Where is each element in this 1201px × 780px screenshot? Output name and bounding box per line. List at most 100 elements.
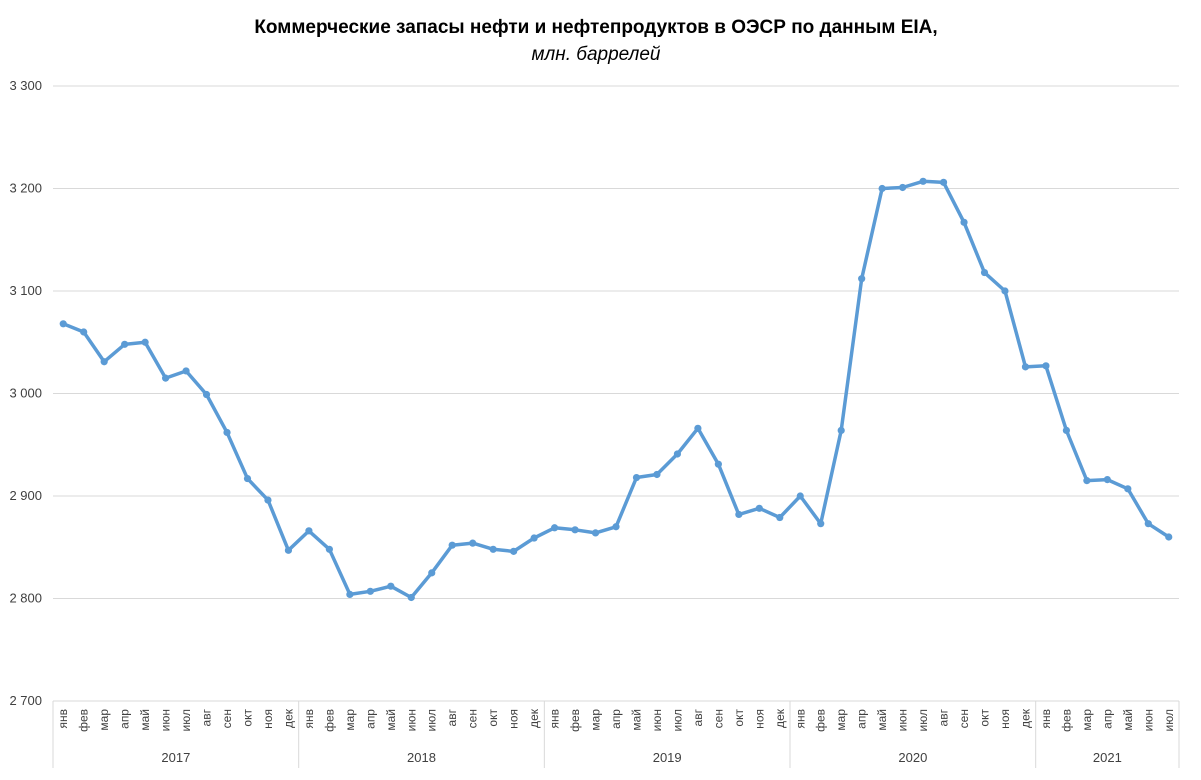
x-tick-label: дек xyxy=(1018,708,1032,728)
x-tick-label: янв xyxy=(793,709,807,729)
x-tick-label: авг xyxy=(691,708,705,726)
x-tick-label: июн xyxy=(404,709,418,731)
data-point xyxy=(1144,520,1152,528)
x-tick-label: фев xyxy=(568,709,582,732)
data-point xyxy=(1165,533,1173,541)
x-tick-label: май xyxy=(1121,709,1135,731)
x-tick-label: фев xyxy=(77,709,91,732)
x-tick-label: ноя xyxy=(752,709,766,729)
year-label: 2021 xyxy=(1093,750,1122,765)
data-point xyxy=(1124,485,1132,493)
data-point xyxy=(202,390,211,399)
series-path xyxy=(61,179,1171,600)
x-tick-label: фев xyxy=(814,709,828,732)
x-tick-label: апр xyxy=(118,709,132,729)
data-point xyxy=(407,593,415,602)
x-tick-label: окт xyxy=(486,709,500,727)
data-point xyxy=(1001,287,1009,295)
data-point xyxy=(837,426,845,434)
year-label: 2018 xyxy=(407,750,436,765)
data-point xyxy=(694,424,702,432)
data-point xyxy=(223,428,231,437)
data-point xyxy=(960,218,968,226)
data-point xyxy=(755,504,763,512)
data-point xyxy=(939,178,948,186)
data-point xyxy=(1042,362,1050,370)
y-axis-tick-labels: 2 700 2 800 2 900 3 000 3 100 3 200 3 300 xyxy=(9,78,42,708)
data-point xyxy=(1103,476,1111,484)
x-tick-label: ноя xyxy=(507,709,521,729)
year-label: 2017 xyxy=(161,750,190,765)
data-point xyxy=(284,546,293,554)
data-point xyxy=(141,338,149,346)
data-point xyxy=(550,524,559,532)
x-tick-label: дек xyxy=(773,708,787,728)
data-point xyxy=(530,534,538,542)
data-point xyxy=(714,460,722,468)
x-tick-label: янв xyxy=(302,709,316,729)
x-tick-label: янв xyxy=(548,709,562,729)
x-tick-label: июл xyxy=(670,709,684,731)
x-tick-label: июл xyxy=(916,709,930,731)
year-label: 2020 xyxy=(898,750,927,765)
x-tick-label: фев xyxy=(1059,709,1073,732)
x-tick-label: окт xyxy=(978,709,992,727)
x-tick-label: май xyxy=(875,709,889,731)
data-point xyxy=(510,547,518,555)
chart-title: Коммерческие запасы нефти и нефтепродукт… xyxy=(254,17,937,38)
data-point xyxy=(243,474,252,483)
x-tick-label: май xyxy=(384,709,398,731)
x-tick-label: ноя xyxy=(998,709,1012,729)
x-tick-label: мар xyxy=(97,709,111,731)
x-tick-label: дек xyxy=(527,708,541,728)
data-point xyxy=(264,496,272,504)
x-axis: янв фев мар апр май июн июл авг сен окт ноя дек янв ф… xyxy=(52,700,1180,768)
x-tick-label: фев xyxy=(322,709,336,732)
data-point xyxy=(448,541,456,549)
x-tick-label: июл xyxy=(425,709,439,731)
x-tick-label: июл xyxy=(179,709,193,731)
x-tick-label: авг xyxy=(937,708,951,726)
y-tick-label: 2 900 xyxy=(9,488,42,503)
x-tick-label: июл xyxy=(1162,709,1176,731)
grid-lines xyxy=(53,85,1179,702)
data-point xyxy=(346,590,354,599)
x-tick-label: апр xyxy=(363,709,377,729)
x-tick-label: янв xyxy=(1039,709,1053,729)
x-tick-label: мар xyxy=(1080,709,1094,731)
data-point xyxy=(591,529,600,537)
x-tick-label: мар xyxy=(589,709,603,731)
x-tick-label: апр xyxy=(855,709,869,729)
x-tick-label: сен xyxy=(957,709,971,728)
x-tick-label: май xyxy=(629,709,643,731)
x-tick-label: сен xyxy=(220,709,234,728)
x-tick-label: авг xyxy=(445,708,459,726)
data-point xyxy=(735,510,743,519)
data-point xyxy=(817,520,825,528)
data-point xyxy=(632,473,641,482)
data-point xyxy=(919,177,927,185)
x-tick-label: дек xyxy=(281,708,295,728)
x-tick-label: сен xyxy=(711,709,725,728)
data-point xyxy=(59,320,67,328)
data-point xyxy=(653,470,661,479)
data-point xyxy=(899,183,907,192)
data-point xyxy=(1083,477,1091,485)
data-point xyxy=(366,587,374,595)
data-point xyxy=(796,492,804,500)
x-tick-label: ноя xyxy=(261,709,275,729)
data-point xyxy=(305,527,313,535)
year-label: 2019 xyxy=(653,750,682,765)
data-point xyxy=(325,545,333,553)
data-point xyxy=(121,340,129,348)
data-point xyxy=(489,545,497,553)
data-point xyxy=(162,374,170,382)
data-point xyxy=(428,569,436,577)
x-tick-label: сен xyxy=(466,709,480,728)
chart-subtitle: млн. баррелей xyxy=(532,44,661,65)
data-point xyxy=(1062,426,1070,434)
x-tick-label: май xyxy=(138,709,152,731)
x-tick-label: апр xyxy=(609,709,623,729)
y-tick-label: 3 300 xyxy=(9,78,42,93)
